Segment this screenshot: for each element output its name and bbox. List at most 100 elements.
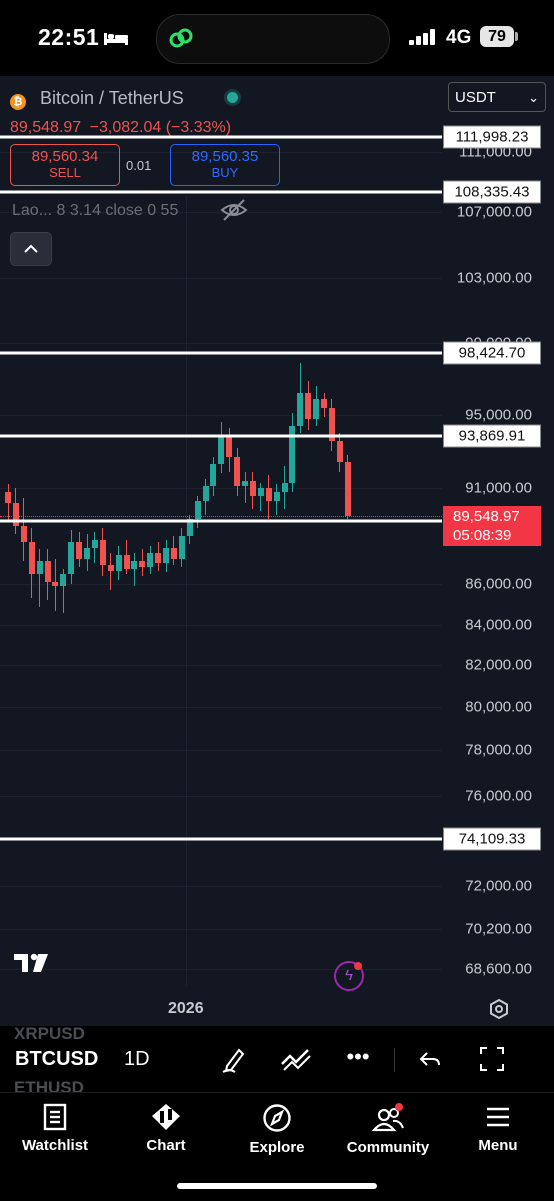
price-gridline (0, 488, 442, 489)
year-gridline (186, 196, 187, 986)
price-axis-label: 76,000.00 (465, 787, 532, 805)
symbol-button[interactable]: BTCUSD (15, 1048, 99, 1070)
dynamic-island (156, 14, 390, 64)
price-summary: 89,548.97 −3,082.04 (−3.33%) (10, 119, 231, 137)
price-axis-label: 70,200.00 (465, 920, 532, 938)
horizontal-line[interactable] (0, 351, 442, 355)
horizontal-line-price-label[interactable]: 108,335.43 (443, 180, 541, 204)
horizontal-line[interactable] (0, 519, 442, 523)
price-axis-label: 86,000.00 (465, 575, 532, 593)
price-axis-label: 82,000.00 (465, 656, 532, 674)
price-axis-label: 103,000.00 (456, 269, 532, 287)
candle-body (328, 407, 335, 441)
current-price-tag: 89,548.97 05:08:39 (443, 505, 541, 546)
candle-body (52, 582, 59, 587)
sell-button[interactable]: 89,560.34 SELL (10, 144, 120, 186)
horizontal-line-price-label[interactable]: 111,998.23 (443, 125, 541, 149)
more-options-icon[interactable]: ••• (346, 1044, 370, 1069)
fullscreen-icon[interactable] (475, 1044, 509, 1074)
sleep-icon (104, 31, 128, 45)
draw-pen-icon[interactable] (217, 1044, 251, 1074)
battery-cap (515, 32, 518, 41)
candle-body (36, 560, 43, 575)
horizontal-line-price-label[interactable]: 98,424.70 (443, 341, 541, 365)
nav-chart-label: Chart (146, 1137, 186, 1154)
horizontal-line[interactable] (0, 135, 442, 139)
candle-body (99, 539, 106, 565)
current-price-label: 89,548.97 (453, 507, 520, 525)
horizontal-line-price-label[interactable]: 93,869.91 (443, 424, 541, 448)
price-axis-label: 95,000.00 (465, 406, 532, 424)
horizontal-line[interactable] (0, 190, 442, 194)
price-gridline (0, 152, 442, 153)
hide-eye-icon[interactable] (220, 198, 248, 222)
candle-wick (133, 553, 135, 587)
currency-select[interactable]: USDT ⌄ (448, 82, 546, 112)
bar-countdown: 05:08:39 (453, 526, 512, 544)
candle-body (289, 425, 296, 483)
sell-price: 89,560.34 (31, 148, 99, 165)
home-indicator[interactable] (177, 1183, 377, 1189)
horizontal-line[interactable] (0, 434, 442, 438)
candle-body (84, 547, 90, 560)
price-axis-label: 91,000.00 (465, 479, 532, 497)
sell-label: SELL (49, 165, 81, 180)
cellular-signal-icon (409, 29, 437, 45)
nav-community[interactable]: Community (338, 1103, 438, 1156)
compass-icon (263, 1104, 291, 1132)
candle-body (313, 398, 320, 419)
symbol-title[interactable]: Bitcoin / TetherUS (40, 88, 184, 108)
bottom-toolbar: XRPUSD ETHUSD BTCUSD 1D ••• (0, 1024, 554, 1097)
currency-value: USDT (455, 89, 496, 106)
candle-body (226, 436, 233, 457)
candle-body (242, 480, 248, 487)
horizontal-line-price-label[interactable]: 74,109.33 (443, 827, 541, 851)
buy-label: BUY (211, 165, 239, 180)
price-gridline (0, 415, 442, 416)
network-type: 4G (446, 27, 472, 48)
candle-body (210, 464, 217, 487)
drawing-tools-icon[interactable] (279, 1044, 313, 1074)
nav-chart[interactable]: Chart (116, 1103, 216, 1154)
price-gridline (0, 278, 442, 279)
collapse-legend-button[interactable] (10, 232, 52, 266)
candle-body (257, 488, 264, 496)
notification-dot (354, 962, 362, 970)
price-gridline (0, 343, 442, 344)
buy-button[interactable]: 89,560.35 BUY (170, 144, 280, 186)
chart-settings-icon[interactable] (488, 998, 510, 1020)
watchlist-ghost-prev[interactable]: XRPUSD (14, 1024, 85, 1043)
candle-body (5, 491, 11, 504)
market-open-status-icon[interactable] (227, 92, 238, 103)
current-price-line (0, 515, 442, 517)
nav-watchlist[interactable]: Watchlist (5, 1103, 105, 1154)
status-time: 22:51 (38, 24, 100, 50)
hamburger-menu-icon (487, 1107, 509, 1127)
price-chart[interactable]: 111,000.00107,000.00103,000.0099,000.009… (0, 76, 554, 1026)
candle-body (76, 541, 83, 560)
price-gridline (0, 969, 442, 970)
undo-icon[interactable] (413, 1044, 447, 1074)
nav-menu[interactable]: Menu (448, 1103, 548, 1154)
link-icon (167, 25, 195, 53)
candle-body (44, 560, 51, 583)
chevron-down-icon: ⌄ (528, 90, 539, 105)
price-axis-label: 78,000.00 (465, 741, 532, 759)
lightning-icon[interactable]: ϟ (334, 961, 364, 991)
nav-community-label: Community (346, 1139, 430, 1156)
candlestick-series (0, 76, 442, 1026)
price-axis-label: 84,000.00 (465, 616, 532, 634)
candle-body (123, 555, 130, 569)
candle-body (281, 482, 288, 492)
price-axis-label: 72,000.00 (465, 877, 532, 895)
horizontal-line[interactable] (0, 837, 442, 841)
price-gridline (0, 886, 442, 887)
candle-wick (39, 549, 41, 607)
nav-explore[interactable]: Explore (227, 1103, 327, 1156)
interval-button[interactable]: 1D (124, 1048, 150, 1070)
nav-watchlist-label: Watchlist (21, 1137, 89, 1154)
tradingview-logo-icon (14, 952, 54, 981)
candle-body (60, 574, 67, 587)
price-gridline (0, 625, 442, 626)
indicator-legend[interactable]: Lao... 8 3.14 close 0 55 (12, 202, 179, 219)
